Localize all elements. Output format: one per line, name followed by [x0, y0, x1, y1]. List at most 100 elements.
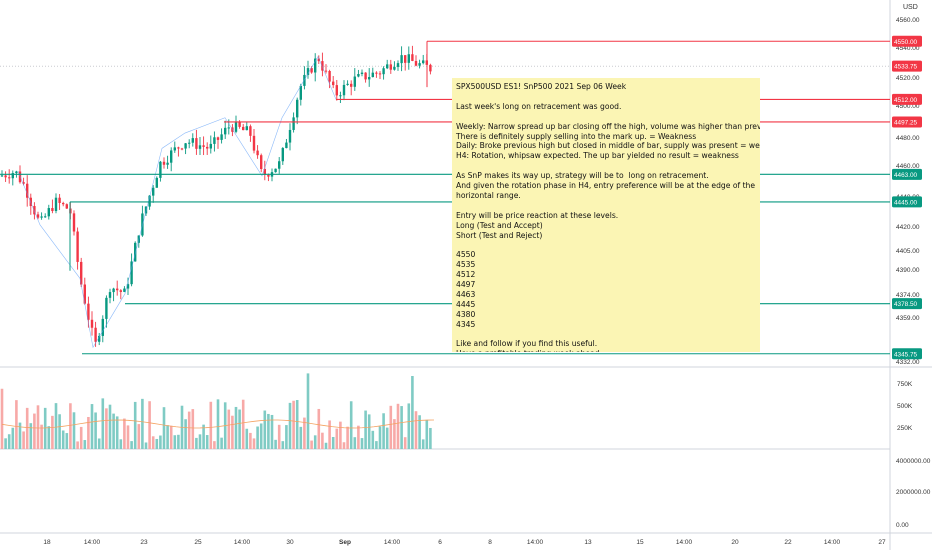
volume-bar [162, 407, 166, 449]
candle-body [400, 55, 403, 64]
time-tick-label: 14:00 [527, 539, 544, 546]
volume-bar [191, 409, 195, 449]
candle-body [166, 162, 169, 165]
volume-bar [288, 402, 292, 449]
volume-bar [18, 422, 22, 449]
volume-bar [119, 439, 123, 449]
candle-body [249, 126, 252, 136]
candle-body [177, 147, 180, 149]
volume-bar [58, 414, 61, 449]
candle-body [126, 284, 130, 289]
price-tick-label: 4359.00 [896, 315, 920, 322]
volume-bar [360, 438, 364, 449]
volume-bar [141, 398, 144, 449]
volume-bar [367, 414, 371, 449]
time-tick-label: 6 [438, 539, 442, 546]
candle-body [101, 318, 104, 336]
time-tick-label: 14:00 [824, 539, 841, 546]
volume-bar [378, 426, 382, 449]
volume-bar [126, 425, 130, 449]
volume-bar [396, 403, 400, 449]
candle-body [22, 182, 25, 184]
candle-body [58, 197, 61, 203]
volume-bar [79, 426, 83, 449]
volume-bar [0, 388, 4, 449]
volume-bar [227, 409, 231, 449]
lower-tick-label: 2000000.00 [896, 489, 931, 496]
candle-body [292, 117, 295, 130]
volume-bar [76, 441, 79, 449]
candle-body [396, 63, 400, 67]
volume-bar [339, 421, 342, 449]
volume-bar [148, 401, 151, 449]
candle-body [195, 138, 198, 149]
candle-body [4, 175, 7, 178]
note-line: H4: Rotation, whipsaw expected. The up b… [456, 151, 739, 161]
volume-bar [285, 425, 288, 449]
note-line [456, 201, 756, 211]
volume-bar [87, 416, 90, 449]
candle-body [411, 54, 414, 61]
volume-bar [36, 405, 40, 449]
volume-bar [112, 413, 115, 449]
volume-bar [101, 398, 105, 449]
candle-body [321, 61, 324, 71]
note-line [456, 240, 756, 250]
candle-body [281, 148, 284, 162]
volume-bar [335, 428, 339, 449]
candle-body [72, 213, 76, 232]
candle-body [26, 183, 29, 198]
candle-body [274, 168, 277, 173]
candle-body [191, 138, 194, 143]
volume-bar [274, 439, 277, 449]
candle-body [119, 290, 122, 292]
volume-bar [313, 435, 317, 449]
volume-tick-label: 750K [897, 381, 913, 388]
volume-bar [234, 406, 238, 449]
candle-body [227, 127, 230, 129]
candle-body [8, 177, 11, 179]
volume-bar [105, 408, 108, 449]
time-tick-label: 20 [731, 539, 739, 546]
candle-body [378, 73, 382, 75]
volume-bar [123, 418, 126, 449]
volume-bar [375, 441, 378, 449]
time-tick-label: 27 [878, 539, 886, 546]
candle-body [260, 155, 263, 169]
level-price-tag [892, 93, 922, 105]
level-price-label: 4463.00 [894, 172, 918, 179]
candle-body [393, 66, 396, 70]
volume-bar [97, 438, 101, 449]
candle-body [364, 72, 367, 80]
candle-body [105, 297, 108, 319]
current-price-label: 4533.75 [894, 64, 918, 71]
volume-bar [267, 413, 270, 449]
candle-body [80, 261, 83, 285]
level-price-tag [892, 168, 922, 180]
time-tick-label: 25 [194, 539, 202, 546]
level-price-label: 4445.00 [894, 199, 918, 206]
analysis-note[interactable]: SPX500USD ES1! SnP500 2021 Sep 06 Week La… [452, 78, 760, 352]
volume-bar [72, 412, 76, 449]
candle-body [83, 284, 86, 304]
lower-tick-label: 4000000.00 [896, 458, 931, 465]
candle-body [324, 70, 328, 72]
volume-bar [47, 426, 51, 449]
candle-body [335, 85, 338, 96]
candle-body [404, 55, 407, 63]
candle-body [15, 171, 18, 174]
candle-body [414, 60, 418, 66]
candle-body [346, 83, 349, 85]
candle-body [112, 288, 115, 293]
note-line: Short (Test and Reject) [456, 230, 543, 240]
volume-bar [259, 423, 263, 449]
volume-bar [205, 435, 209, 449]
candle-body [353, 76, 356, 87]
note-line: SPX500USD ES1! SnP500 2021 Sep 06 Week [456, 82, 627, 91]
time-tick-label: 13 [584, 539, 592, 546]
time-tick-label: 14:00 [384, 539, 401, 546]
candle-body [407, 54, 410, 63]
volume-bar [303, 417, 306, 449]
candle-body [152, 187, 155, 196]
